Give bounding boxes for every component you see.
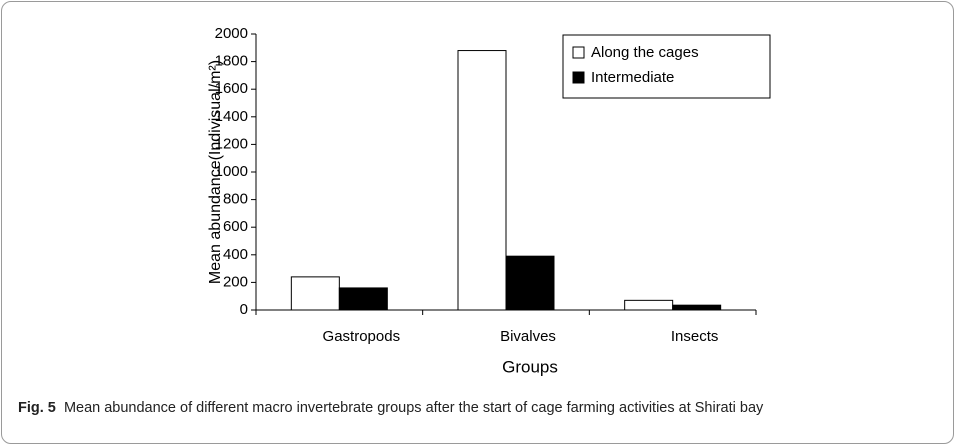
bar	[338, 287, 388, 311]
y-tick-label: 400	[223, 246, 248, 263]
legend-label: Along the cages	[591, 44, 699, 61]
x-tick-label: Insects	[671, 328, 719, 345]
bar	[505, 255, 555, 311]
y-tick-label: 800	[223, 191, 248, 208]
bar	[672, 304, 722, 311]
legend-swatch	[572, 71, 585, 84]
y-tick-label: 200	[223, 273, 248, 290]
x-tick-label: Bivalves	[500, 328, 556, 345]
caption: Fig. 5 Mean abundance of different macro…	[18, 397, 778, 420]
x-tick-label: Gastropods	[323, 328, 401, 345]
chart: Mean abundance(Indivisual/m²) Groups 0 20…	[207, 25, 771, 376]
bar	[624, 299, 674, 311]
y-tick-label: 1400	[215, 108, 248, 125]
bar	[290, 276, 340, 311]
caption-label: Fig. 5	[18, 400, 56, 416]
legend-label: Intermediate	[591, 69, 674, 86]
y-tick-label: 2000	[215, 25, 248, 42]
bar	[457, 50, 507, 311]
y-tick-label: 0	[240, 301, 248, 318]
caption-text: Mean abundance of different macro invert…	[63, 400, 764, 416]
legend-swatch	[572, 46, 585, 59]
y-tick-label: 1600	[215, 80, 248, 97]
y-tick-label: 1000	[215, 163, 248, 180]
y-tick-label: 1800	[215, 53, 248, 70]
y-tick-label: 600	[223, 218, 248, 235]
y-axis-title: Mean abundance(Indivisual/m²)	[207, 60, 224, 284]
y-tick-label: 1200	[215, 135, 248, 152]
x-axis-title: Groups	[502, 357, 558, 376]
legend-box	[562, 34, 771, 99]
